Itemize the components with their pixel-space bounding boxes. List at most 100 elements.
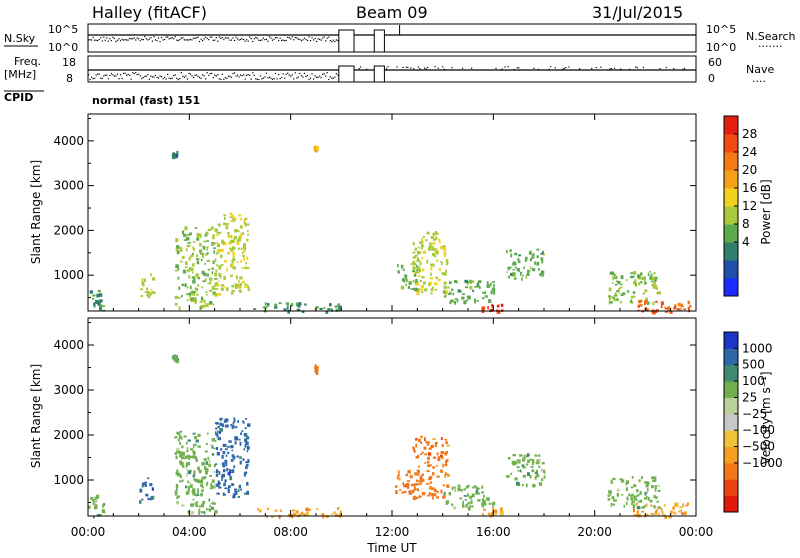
range-cell: [655, 286, 659, 290]
range-cell: [210, 226, 214, 230]
freq-point: [183, 76, 185, 78]
nsearch-point: [309, 39, 312, 42]
nsearch-point: [171, 37, 173, 39]
range-cell: [209, 301, 213, 305]
range-cell: [526, 453, 530, 457]
range-cell: [477, 499, 481, 502]
range-cell: [213, 250, 216, 254]
range-cell: [440, 451, 443, 455]
range-cell: [213, 287, 216, 290]
noise-left-tick-bottom: 10^0: [48, 41, 78, 54]
range-cell: [474, 285, 477, 288]
range-cell: [424, 437, 426, 442]
range-cell: [432, 252, 435, 256]
range-cell: [94, 499, 98, 503]
freq-point: [209, 72, 211, 75]
range-cell: [419, 288, 423, 291]
range-cell: [460, 489, 463, 493]
range-cell: [640, 272, 643, 276]
colorbar-swatch: [724, 446, 738, 464]
range-cell: [421, 245, 425, 248]
nsearch-point: [329, 40, 331, 42]
range-cell: [433, 488, 437, 492]
range-cell: [614, 292, 617, 297]
freq-point: [235, 75, 237, 77]
range-cell: [149, 292, 152, 296]
range-cell: [186, 286, 189, 289]
range-cell: [682, 503, 685, 507]
range-cell: [630, 275, 634, 279]
range-cell: [220, 448, 223, 451]
range-cell: [538, 465, 541, 468]
freq-point: [233, 72, 236, 74]
range-cell: [246, 436, 250, 440]
range-cell: [196, 233, 200, 236]
range-cell: [541, 260, 544, 264]
range-cell: [240, 247, 243, 250]
range-cell: [337, 303, 341, 308]
range-cell: [653, 495, 656, 498]
range-cell: [218, 293, 222, 296]
range-cell: [456, 281, 459, 284]
range-cell: [223, 494, 226, 496]
colorbar-frame: [723, 331, 739, 513]
range-cell: [92, 298, 95, 300]
range-cell: [415, 443, 418, 448]
nsearch-label: N.Search: [746, 30, 796, 43]
range-cell: [607, 495, 610, 498]
range-cell: [201, 503, 205, 508]
freq-point: [264, 76, 266, 78]
range-cell: [492, 281, 495, 283]
freq-point: [287, 72, 289, 74]
colorbar-tick-label: 25: [742, 390, 757, 404]
nsearch-point: [211, 36, 213, 38]
range-cell: [607, 295, 611, 297]
range-cell: [478, 487, 481, 490]
range-cell: [197, 284, 200, 287]
freq-point: [164, 76, 166, 79]
range-cell: [464, 499, 467, 501]
range-cell: [183, 435, 187, 438]
range-cell: [519, 454, 523, 457]
range-cell: [197, 488, 199, 493]
range-cell: [444, 474, 447, 478]
range-cell: [514, 252, 518, 256]
freq-point: [518, 67, 520, 69]
range-cell: [517, 469, 520, 472]
range-cell: [420, 482, 422, 485]
nsearch-point: [235, 36, 237, 38]
range-cell: [150, 498, 152, 501]
freq-point: [133, 72, 135, 75]
nsearch-point: [106, 37, 108, 39]
range-cell: [243, 243, 246, 247]
range-cell: [413, 273, 417, 277]
range-cell: [214, 278, 218, 280]
range-cell: [641, 476, 643, 480]
nsearch-point: [115, 40, 117, 43]
freq-point: [127, 73, 129, 75]
range-cell: [414, 486, 416, 489]
range-cell: [215, 473, 219, 477]
noise-right-tick-bottom: 10^0: [706, 41, 736, 54]
freq-point: [501, 68, 503, 70]
range-cell: [662, 514, 666, 516]
range-cell: [459, 497, 463, 500]
range-cell: [214, 228, 218, 232]
range-cell: [247, 423, 251, 427]
freq-point: [278, 73, 280, 76]
range-cell: [435, 230, 438, 235]
range-cell: [210, 482, 212, 487]
range-cell: [434, 443, 437, 447]
range-cell: [185, 463, 188, 468]
range-cell: [530, 465, 534, 468]
freq-point: [642, 66, 644, 69]
range-cell: [418, 480, 421, 483]
nsearch-point: [119, 40, 122, 42]
range-cell: [650, 504, 653, 507]
range-cell: [442, 463, 444, 468]
range-cell: [484, 291, 486, 295]
range-cell: [200, 492, 203, 497]
range-cell: [644, 504, 648, 507]
range-cell: [513, 277, 517, 280]
range-cell: [445, 501, 448, 505]
